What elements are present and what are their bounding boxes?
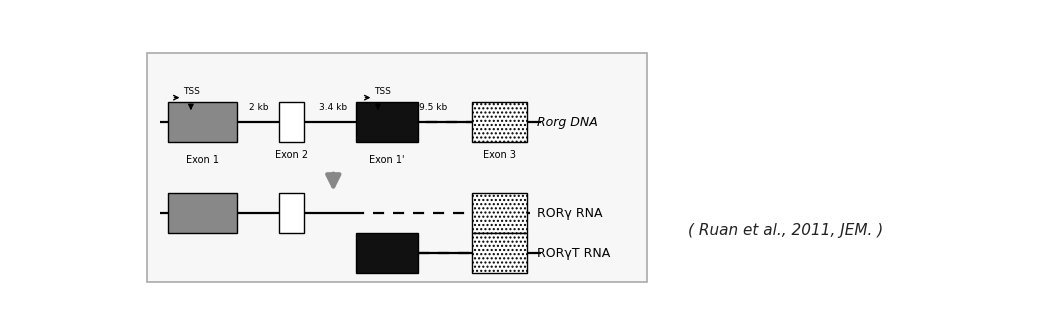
Bar bbox=[356, 233, 418, 273]
Text: RORγT RNA: RORγT RNA bbox=[538, 247, 611, 260]
Bar bbox=[168, 102, 237, 142]
Text: RORγ RNA: RORγ RNA bbox=[538, 207, 602, 220]
Text: Exon 1': Exon 1' bbox=[370, 155, 405, 165]
Text: Exon 2: Exon 2 bbox=[276, 150, 308, 160]
FancyBboxPatch shape bbox=[147, 53, 647, 282]
Text: 2 kb: 2 kb bbox=[248, 102, 268, 111]
Text: TSS: TSS bbox=[183, 87, 200, 96]
Bar bbox=[472, 102, 527, 142]
Bar bbox=[472, 233, 527, 273]
Text: ( Ruan et al., 2011, JEM. ): ( Ruan et al., 2011, JEM. ) bbox=[688, 223, 883, 238]
Bar bbox=[472, 193, 527, 233]
Text: 9.5 kb: 9.5 kb bbox=[420, 102, 448, 111]
Bar bbox=[280, 102, 304, 142]
Text: TSS: TSS bbox=[374, 87, 392, 96]
Bar bbox=[168, 193, 237, 233]
Text: 3.4 kb: 3.4 kb bbox=[319, 102, 348, 111]
Bar bbox=[356, 102, 418, 142]
Bar bbox=[280, 193, 304, 233]
Text: Exon 1: Exon 1 bbox=[186, 155, 219, 165]
Text: Exon 3: Exon 3 bbox=[483, 150, 516, 160]
Text: Rorg DNA: Rorg DNA bbox=[538, 116, 598, 129]
